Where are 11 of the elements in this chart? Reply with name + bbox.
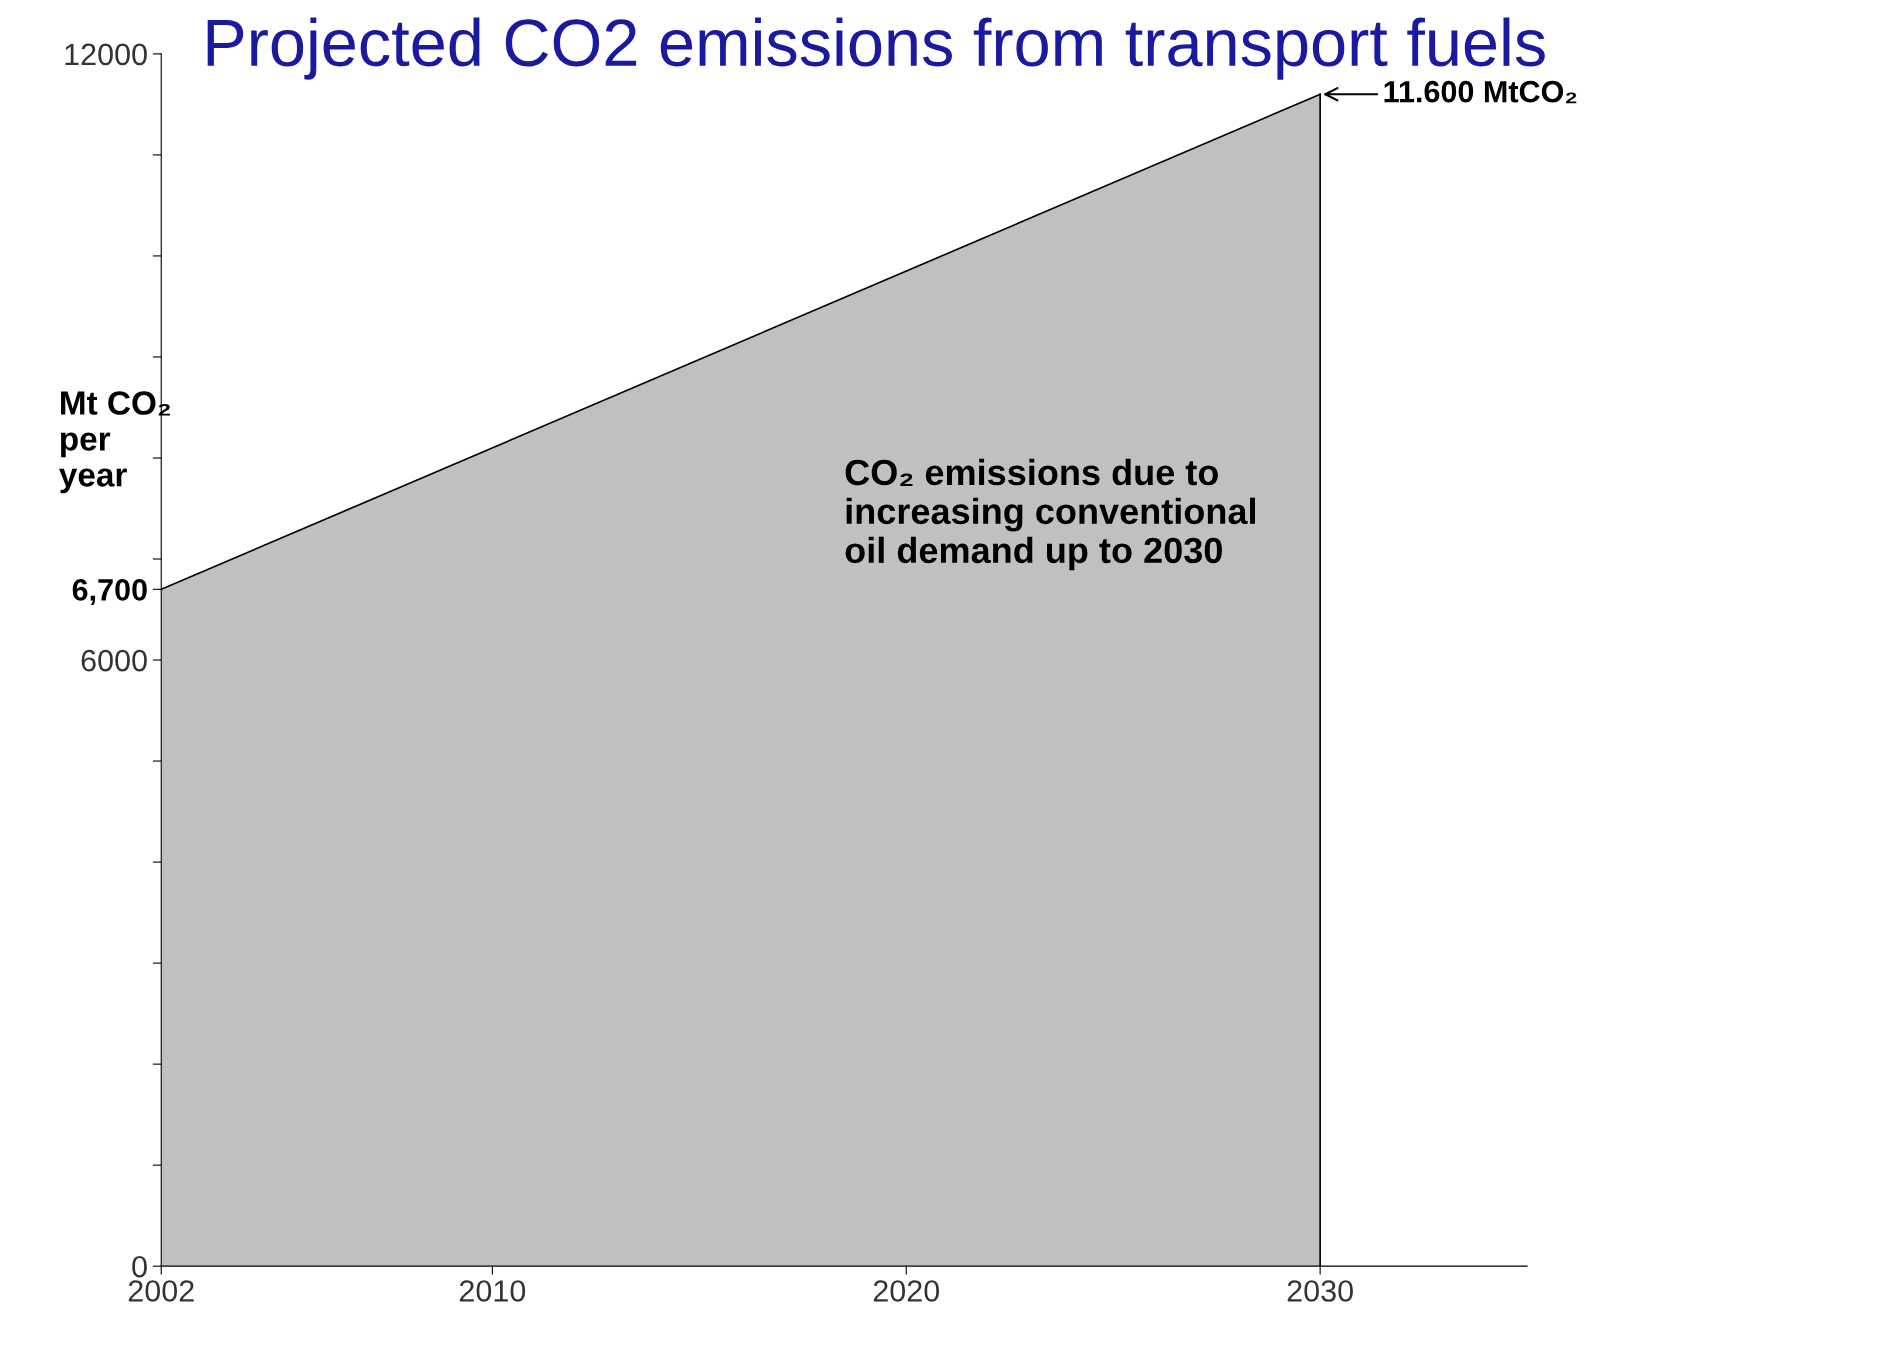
x-tick-label: 2020 [873, 1280, 940, 1302]
y-tick-label: 0 [132, 1255, 147, 1278]
y-tick-label: 6,700 [72, 579, 147, 606]
y-tick-label: 12000 [65, 43, 147, 66]
x-tick-label: 2010 [459, 1280, 526, 1302]
y-tick-label: 6000 [81, 649, 147, 672]
annotation: CO₂ emissions due to increasing conventional oil demand up to 2030 [845, 458, 1255, 571]
x-tick-label: 2002 [128, 1280, 194, 1302]
chart-title: Projected CO2 emissions from transport fuels [207, 17, 1545, 80]
x-tick-label: 2030 [1287, 1280, 1353, 1302]
annotation: 11.600 MtCO₂ [1384, 80, 1577, 104]
